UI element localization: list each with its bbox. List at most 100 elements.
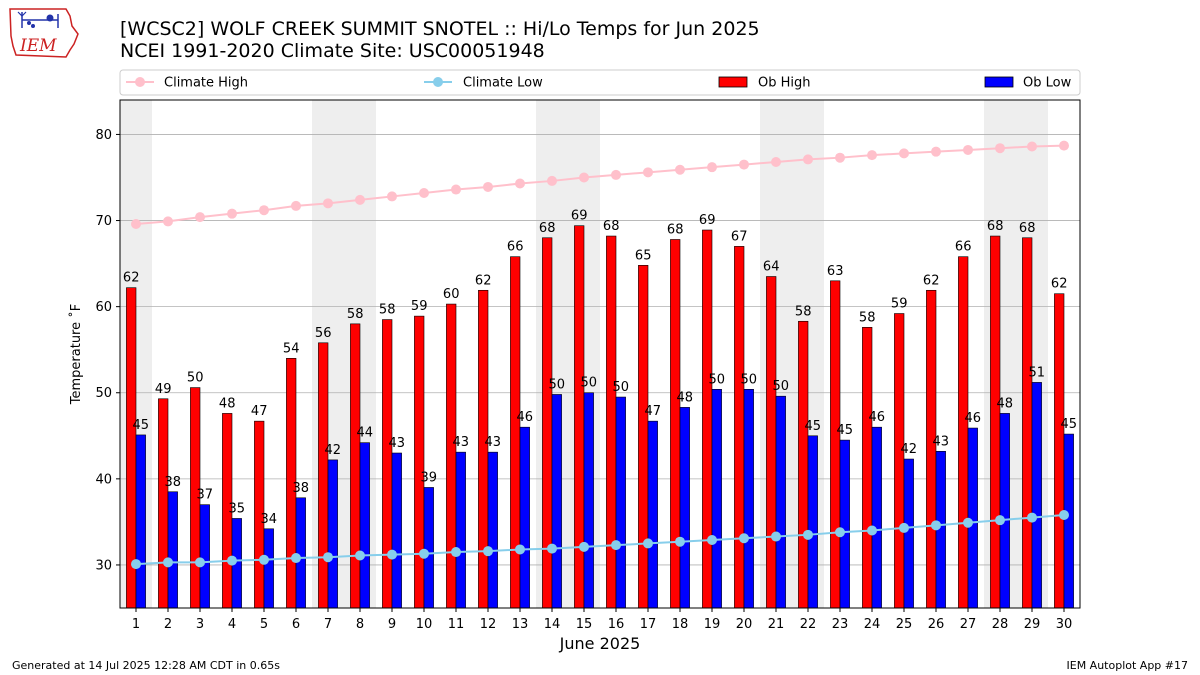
plot-frame xyxy=(119,99,1081,609)
footer-generated: Generated at 14 Jul 2025 12:28 AM CDT in… xyxy=(12,659,280,672)
legend-item-ob-high: Ob High xyxy=(718,76,811,91)
label-ob-low-day-23: 45 xyxy=(837,423,854,438)
label-ob-high-day-10: 59 xyxy=(411,299,428,314)
label-ob-high-day-15: 69 xyxy=(571,209,588,224)
climate-low-line xyxy=(135,514,1065,566)
climate-high-point-day-8 xyxy=(355,194,365,205)
legend-label-ob-high: Ob High xyxy=(758,76,811,91)
climate-low-point-day-24 xyxy=(867,525,877,536)
climate-high-point-day-2 xyxy=(163,216,173,227)
climate-low-point-day-6 xyxy=(291,553,301,564)
label-ob-low-day-26: 43 xyxy=(933,434,950,449)
bar-ob-low-day-6 xyxy=(295,497,306,609)
label-ob-high-day-24: 58 xyxy=(859,310,876,325)
bar-ob-low-day-20 xyxy=(743,389,754,609)
climate-low-point-day-21 xyxy=(771,531,781,542)
label-ob-low-day-4: 35 xyxy=(229,501,246,516)
x-tick-label-20: 20 xyxy=(736,617,753,632)
chart-title: [WCSC2] WOLF CREEK SUMMIT SNOTEL :: Hi/L… xyxy=(120,18,760,40)
x-axis-title: June 2025 xyxy=(559,634,641,653)
label-ob-low-day-10: 39 xyxy=(421,470,438,485)
x-tick-label-2: 2 xyxy=(164,617,172,632)
climate-low-point-day-14 xyxy=(547,543,557,554)
x-tick-label-21: 21 xyxy=(768,617,785,632)
climate-low-point-day-7 xyxy=(323,552,333,563)
label-ob-high-day-11: 60 xyxy=(443,287,460,302)
x-tick-label-9: 9 xyxy=(388,617,396,632)
climate-low-point-day-10 xyxy=(419,548,429,559)
bar-ob-high-day-7 xyxy=(318,342,329,609)
climate-low-point-day-2 xyxy=(163,557,173,568)
x-tick-label-3: 3 xyxy=(196,617,204,632)
x-tick-label-1: 1 xyxy=(132,617,140,632)
x-tick-label-24: 24 xyxy=(864,617,881,632)
climate-lines xyxy=(131,140,1069,570)
climate-low-point-day-9 xyxy=(387,549,397,560)
y-gridlines xyxy=(120,134,1080,566)
label-ob-high-day-23: 63 xyxy=(827,264,844,279)
bar-ob-low-day-29 xyxy=(1031,382,1042,609)
bar-ob-low-day-9 xyxy=(391,452,402,609)
climate-high-point-day-17 xyxy=(643,167,653,178)
bar-ob-high-day-16 xyxy=(606,235,617,609)
bar-ob-high-day-29 xyxy=(1022,237,1033,609)
label-ob-high-day-14: 68 xyxy=(539,221,556,236)
climate-high-point-day-14 xyxy=(547,175,557,186)
bar-ob-low-day-7 xyxy=(327,459,338,609)
label-ob-low-day-15: 50 xyxy=(581,376,598,391)
climate-low-point-day-19 xyxy=(707,534,717,545)
x-tick-label-10: 10 xyxy=(416,617,433,632)
y-tick-label-50: 50 xyxy=(95,386,112,401)
label-ob-high-day-22: 58 xyxy=(795,304,812,319)
label-ob-low-day-11: 43 xyxy=(453,435,470,450)
climate-high-point-day-21 xyxy=(771,156,781,167)
x-tick-label-12: 12 xyxy=(480,617,497,632)
bar-ob-high-day-28 xyxy=(990,235,1001,609)
label-ob-high-day-28: 68 xyxy=(987,219,1004,234)
climate-low-point-day-16 xyxy=(611,540,621,551)
climate-high-point-day-29 xyxy=(1027,141,1037,152)
label-ob-low-day-8: 44 xyxy=(357,426,374,441)
label-ob-low-day-27: 46 xyxy=(965,411,982,426)
climate-high-point-day-11 xyxy=(451,184,461,195)
climate-low-point-day-4 xyxy=(227,555,237,566)
label-ob-low-day-24: 46 xyxy=(869,410,886,425)
climate-low-point-day-30 xyxy=(1059,510,1069,521)
bar-ob-high-day-24 xyxy=(862,327,873,609)
legend-item-climate-high: Climate High xyxy=(126,76,248,91)
climate-high-point-day-30 xyxy=(1059,140,1069,151)
label-ob-low-day-25: 42 xyxy=(901,442,918,457)
climate-high-point-day-19 xyxy=(707,162,717,173)
label-ob-low-day-28: 48 xyxy=(997,396,1014,411)
climate-low-point-day-12 xyxy=(483,546,493,557)
climate-high-line xyxy=(135,144,1065,225)
label-ob-high-day-30: 62 xyxy=(1051,277,1068,292)
label-ob-high-day-13: 66 xyxy=(507,240,524,255)
label-ob-high-day-7: 56 xyxy=(315,326,332,341)
bar-ob-low-day-12 xyxy=(487,451,498,609)
bar-ob-high-day-25 xyxy=(894,313,905,609)
x-tick-label-19: 19 xyxy=(704,617,721,632)
climate-low-point-day-3 xyxy=(195,557,205,568)
climate-high-point-day-26 xyxy=(931,146,941,157)
bar-ob-high-day-2 xyxy=(158,398,169,609)
climate-low-point-day-22 xyxy=(803,529,813,540)
label-ob-high-day-21: 64 xyxy=(763,260,780,275)
bar-ob-low-day-23 xyxy=(839,439,850,609)
y-axis-ticks: 30 40 50 60 70 80 xyxy=(95,128,120,573)
bar-ob-high-day-20 xyxy=(734,246,745,609)
climate-high-point-day-5 xyxy=(259,205,269,216)
x-tick-label-8: 8 xyxy=(356,617,364,632)
x-axis-ticks: 1 2 3 4 5 6 7 8 9 10 11 12 13 14 15 16 17 18 19 20 21 22 23 24 2… xyxy=(132,608,1072,632)
climate-low-point-day-11 xyxy=(451,547,461,558)
bar-ob-low-day-28 xyxy=(999,413,1010,609)
x-tick-label-22: 22 xyxy=(800,617,817,632)
label-ob-high-day-4: 48 xyxy=(219,396,236,411)
label-ob-low-day-6: 38 xyxy=(293,481,310,496)
x-tick-label-14: 14 xyxy=(544,617,561,632)
label-ob-low-day-17: 47 xyxy=(645,404,662,419)
x-tick-label-16: 16 xyxy=(608,617,625,632)
legend-item-ob-low: Ob Low xyxy=(984,76,1072,91)
bar-ob-low-day-24 xyxy=(871,426,882,609)
